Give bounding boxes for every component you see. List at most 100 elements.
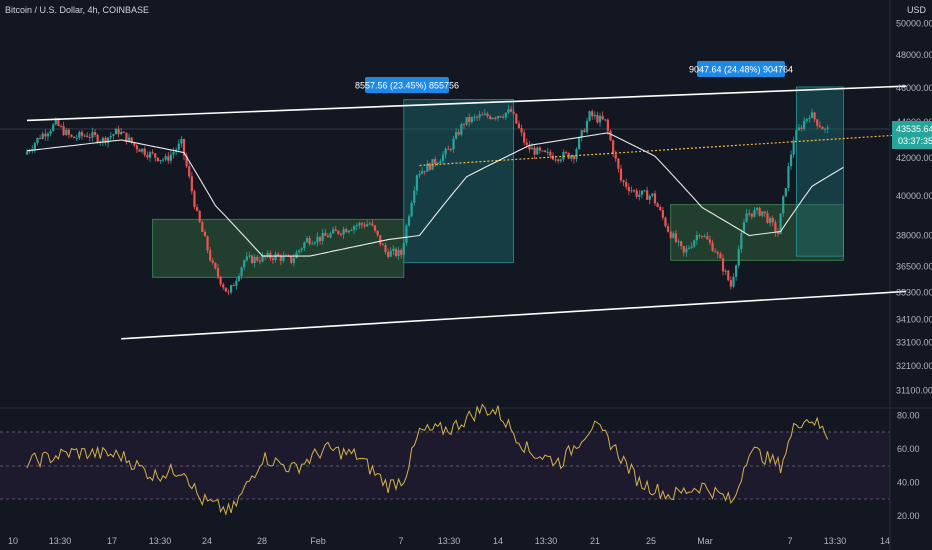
candle-body-185	[509, 109, 513, 112]
candle-body-42	[135, 145, 138, 150]
candle-body-18	[73, 136, 76, 139]
candle-body-286	[774, 222, 777, 233]
candle-body-247	[672, 233, 675, 238]
candle-body-180	[496, 116, 500, 119]
candle-body-32	[109, 135, 112, 138]
candle-body-265	[719, 253, 722, 259]
rsi-series	[26, 403, 829, 517]
time-tick-15: 13:30	[824, 536, 847, 546]
last-price-text: 43535.64	[896, 124, 932, 134]
candle-body-141	[394, 248, 398, 256]
candle-body-24	[88, 137, 91, 139]
candle-body-183	[504, 112, 507, 118]
time-tick-10: 13:30	[535, 536, 558, 546]
candle-body-214	[585, 120, 589, 133]
candle-body-50	[156, 157, 159, 162]
candle-body-290	[784, 188, 787, 197]
candle-body-157	[436, 162, 439, 165]
candle-body-268	[727, 270, 730, 281]
candle-body-239	[651, 193, 654, 196]
candle-body-284	[769, 217, 772, 223]
candle-body-33	[112, 134, 115, 136]
candle-body-220	[601, 115, 604, 120]
candle-body-299	[808, 117, 811, 119]
candle-body-1	[28, 150, 31, 152]
time-tick-11: 21	[590, 536, 600, 546]
candle-body-21	[80, 132, 84, 136]
candle-body-17	[70, 134, 73, 137]
candle-body-210	[575, 149, 578, 160]
range-box-1	[152, 218, 405, 278]
candles	[25, 104, 829, 296]
candle-body-107	[305, 238, 309, 243]
candle-body-4	[36, 137, 39, 144]
candle-body-250	[680, 241, 683, 247]
candle-body-153	[426, 163, 429, 172]
candle-body-161	[447, 148, 450, 150]
candle-body-22	[83, 135, 86, 137]
candle-body-118	[334, 229, 337, 231]
measure-boxes	[403, 86, 844, 263]
measure-label-1-text: 8557.56 (23.45%) 855756	[355, 81, 459, 91]
candle-body-85	[248, 255, 251, 257]
price-tick-12: 31100.00	[896, 385, 932, 395]
candle-body-194	[533, 147, 536, 155]
candle-body-61	[185, 155, 188, 167]
candle-body-266	[721, 258, 725, 272]
candle-body-223	[609, 130, 612, 141]
candle-body-59	[180, 139, 183, 144]
candle-body-196	[538, 147, 541, 151]
candle-body-225	[614, 154, 617, 159]
candle-body-294	[795, 130, 798, 141]
candle-body-295	[797, 127, 801, 131]
price-tick-11: 32100.00	[896, 361, 932, 371]
candle-body-236	[643, 190, 646, 192]
candle-body-114	[324, 232, 327, 236]
candle-body-281	[761, 211, 764, 216]
measure-label-2[interactable]: 9047.64 (24.48%) 904764	[689, 61, 793, 77]
candle-body-179	[494, 117, 497, 119]
candle-body-126	[355, 225, 358, 227]
time-tick-2: 17	[107, 536, 117, 546]
candle-body-195	[536, 147, 539, 155]
candle-body-109	[311, 243, 314, 245]
candle-body-186	[512, 111, 515, 114]
candle-body-54	[167, 156, 170, 161]
candle-body-221	[604, 119, 607, 121]
candle-body-71	[211, 260, 214, 263]
candle-body-204	[559, 159, 562, 161]
candle-body-119	[337, 230, 340, 234]
candle-body-148	[413, 190, 416, 203]
candle-body-88	[256, 256, 259, 261]
candle-body-70	[209, 250, 212, 261]
candle-body-37	[122, 131, 125, 133]
candle-body-198	[544, 150, 547, 152]
candle-body-80	[235, 280, 238, 286]
candle-body-154	[428, 163, 432, 170]
countdown-text: 03:37:35	[898, 136, 932, 146]
candle-body-275	[745, 213, 748, 223]
candle-body-165	[457, 132, 460, 135]
candle-body-3	[33, 143, 36, 150]
time-tick-8: 13:30	[438, 536, 461, 546]
price-tick-5: 40000.00	[896, 191, 932, 201]
candle-body-253	[687, 247, 691, 249]
time-tick-14: 7	[787, 536, 792, 546]
candle-body-90	[261, 255, 264, 262]
candle-body-172	[475, 116, 479, 118]
candle-body-303	[818, 125, 821, 128]
candle-body-87	[253, 256, 256, 264]
candle-body-55	[169, 154, 173, 161]
candle-body-124	[350, 230, 353, 232]
candle-body-304	[821, 127, 824, 130]
candle-body-49	[154, 153, 157, 158]
candle-body-62	[188, 166, 191, 177]
candle-body-150	[418, 173, 421, 176]
candle-body-105	[300, 248, 303, 251]
candle-body-230	[627, 186, 630, 191]
candle-body-282	[763, 211, 766, 214]
candle-body-289	[782, 196, 785, 214]
candle-body-263	[714, 251, 717, 253]
measure-label-1[interactable]: 8557.56 (23.45%) 855756	[355, 77, 459, 93]
